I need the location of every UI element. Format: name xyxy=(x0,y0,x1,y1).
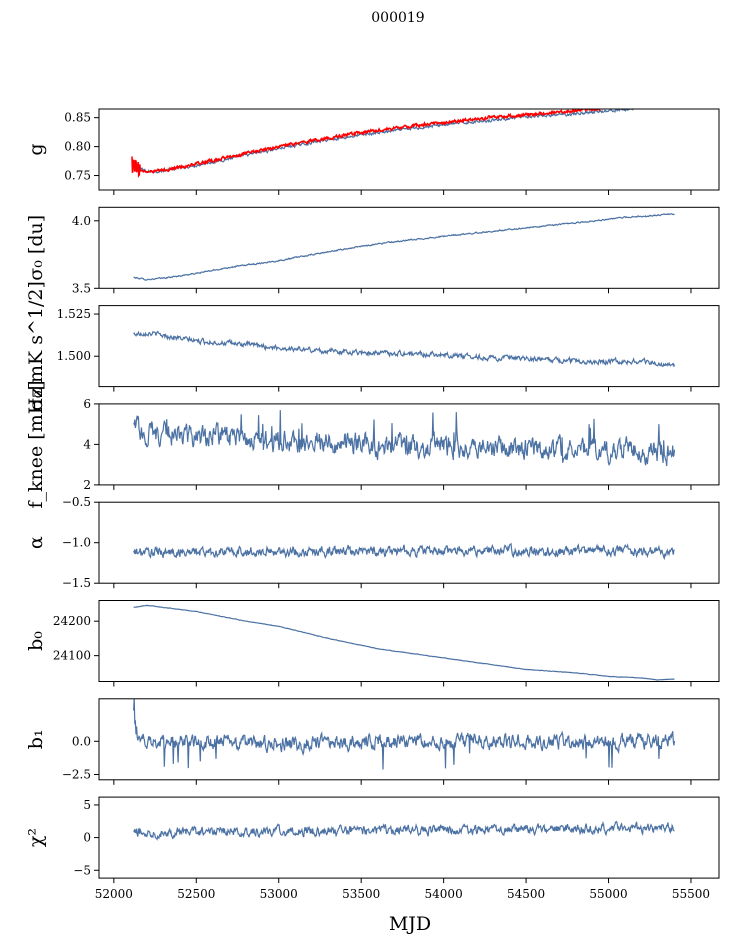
y-tick-label: 0.85 xyxy=(64,111,91,125)
y-axis-label: f_knee [mHz] xyxy=(25,380,47,508)
x-tick-label: 52500 xyxy=(177,887,215,901)
x-tick-label: 54500 xyxy=(507,887,545,901)
panel-frame xyxy=(98,206,720,289)
y-tick-label: 0.80 xyxy=(64,140,91,154)
y-tick-label: 2 xyxy=(83,478,91,492)
series-line-1 xyxy=(133,604,675,681)
series-line-1 xyxy=(133,698,676,770)
y-tick-label: 1.525 xyxy=(57,307,91,321)
x-tick-label: 52000 xyxy=(95,887,133,901)
series-line-1 xyxy=(133,542,675,561)
series-line-1 xyxy=(133,410,676,467)
x-axis-label: MJD xyxy=(389,913,431,935)
y-tick-label: −1.5 xyxy=(62,576,91,590)
y-tick-label: 0.75 xyxy=(64,169,91,183)
panel-1: 0.75 0.80 0.85 g xyxy=(25,108,720,195)
y-axis-label: b₀ xyxy=(25,631,47,651)
series-line-2 xyxy=(131,109,601,178)
y-tick-label: −5 xyxy=(73,863,91,877)
x-tick-label: 53000 xyxy=(260,887,298,901)
y-tick-label: −1.0 xyxy=(62,536,91,550)
y-tick-label: −2.5 xyxy=(62,767,91,781)
x-tick-label: 55500 xyxy=(672,887,710,901)
y-tick-label: 4 xyxy=(83,437,91,451)
panel-frame xyxy=(98,108,720,191)
y-tick-label: 3.5 xyxy=(72,281,91,295)
y-tick-label: 1.500 xyxy=(57,349,91,363)
panel-2: 3.5 4.0 σ₀ [du] xyxy=(25,206,720,295)
y-tick-label: 24100 xyxy=(53,649,91,663)
y-tick-label: 4.0 xyxy=(72,214,91,228)
y-axis-label: α xyxy=(25,536,47,549)
x-tick-label: 53500 xyxy=(342,887,380,901)
panel-frame xyxy=(98,698,720,781)
panel-7: −2.5 0.0 b₁ xyxy=(25,698,720,785)
y-axis-label: b₁ xyxy=(25,729,47,749)
panel-frame xyxy=(98,600,720,682)
panel-6: 24100 24200 b₀ xyxy=(25,600,720,687)
y-tick-label: 24200 xyxy=(53,614,91,628)
y-tick-label: 6 xyxy=(83,397,91,411)
x-axis: 52000 52500 53000 53500 54000 54500 55000 55500 xyxy=(95,887,710,901)
panel-8: −5 0 5 χ² xyxy=(25,796,720,884)
panel-frame xyxy=(98,501,720,584)
y-tick-label: 0.0 xyxy=(72,734,91,748)
y-axis-label: σ₀[mK s^1/2] xyxy=(25,281,47,411)
panel-4: 2 4 6 f_knee [mHz] xyxy=(25,380,720,509)
series-line-1 xyxy=(133,330,676,367)
y-axis-label: χ² xyxy=(25,828,47,847)
y-axis-label: σ₀ [du] xyxy=(25,215,47,281)
y-axis-label: g xyxy=(25,143,47,155)
series-line-1 xyxy=(133,213,675,281)
series-line-1 xyxy=(133,820,675,841)
panel-5: −1.5 −1.0 −0.5 α xyxy=(25,495,720,590)
figure-title: 000019 xyxy=(371,10,424,26)
panel-frame xyxy=(98,796,720,879)
y-tick-label: 5 xyxy=(83,798,91,812)
panel-3: 1.500 1.525 σ₀[mK s^1/2] xyxy=(25,281,720,411)
panels: 0.75 0.80 0.85 g 3.5 4.0 σ₀ [du] 1.500 1.525 σ₀[m… xyxy=(25,108,720,884)
x-tick-label: 54000 xyxy=(425,887,463,901)
panel-frame xyxy=(98,305,720,388)
x-tick-label: 55000 xyxy=(589,887,627,901)
y-tick-label: −0.5 xyxy=(62,495,91,509)
y-tick-label: 0 xyxy=(83,831,91,845)
